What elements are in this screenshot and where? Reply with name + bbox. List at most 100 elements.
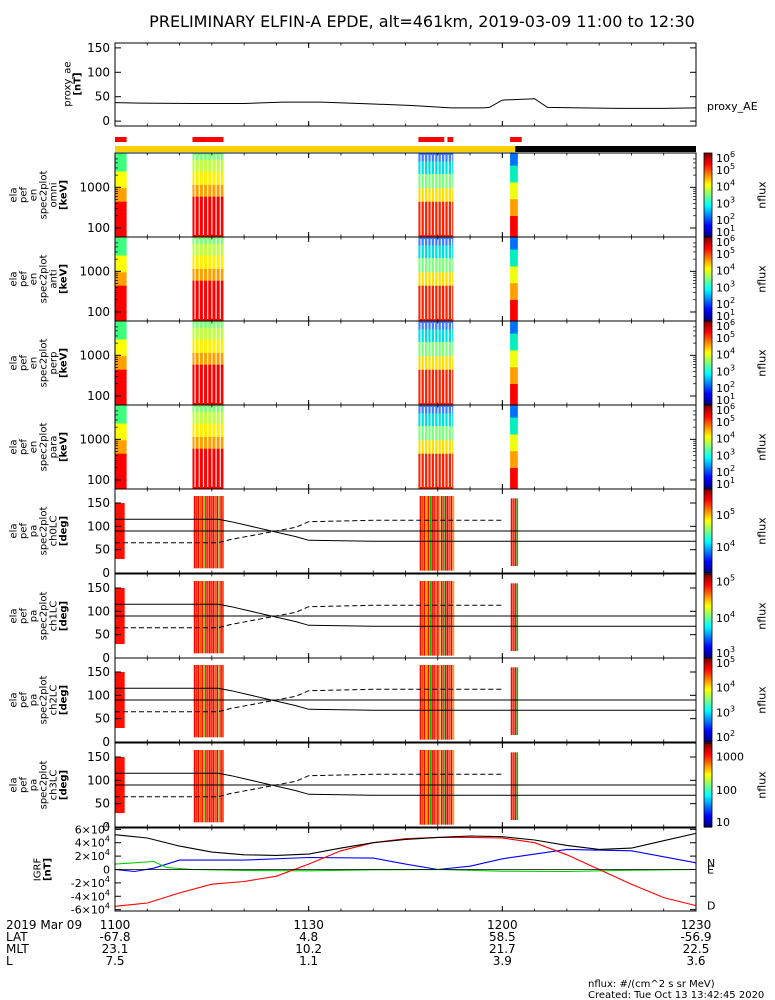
pa-ytick-label: 50 xyxy=(95,712,110,726)
pa-ytick-label: 150 xyxy=(87,496,110,510)
energy-colorbar-tick: 104 xyxy=(716,431,735,446)
pa-data-stripe xyxy=(193,496,196,569)
data-gap xyxy=(219,239,221,319)
energy-ytick-label: 100 xyxy=(87,221,110,235)
ae-ytick-label: 150 xyxy=(87,41,110,55)
spectrogram-fill xyxy=(510,350,518,368)
spectrogram-fill xyxy=(115,171,127,189)
pa-data-stripe xyxy=(423,496,426,571)
energy-ytick-label: 1000 xyxy=(79,180,110,194)
pa-data-stripe xyxy=(207,496,209,569)
spectrogram-fill xyxy=(510,283,518,301)
pa-data-stripe xyxy=(510,752,513,820)
pa-data-stripe xyxy=(435,750,437,825)
igrf-series-label: E xyxy=(707,864,714,877)
pa-data-stripe xyxy=(425,496,428,571)
science-zone-bar xyxy=(115,137,127,142)
svg-text:pef: pef xyxy=(19,439,30,456)
pa-data-stripe xyxy=(212,496,215,569)
pa-data-stripe xyxy=(448,665,451,740)
energy-panel-ylabel: ela pef en spec2plot anti [keV] xyxy=(9,255,70,304)
pa-data-stripe xyxy=(205,496,207,569)
svg-text:ela: ela xyxy=(9,187,20,202)
spectrogram-fill xyxy=(115,405,127,424)
data-gap xyxy=(202,407,205,487)
data-gap xyxy=(434,323,436,403)
pa-data-stripe xyxy=(199,581,202,654)
pa-data-stripe xyxy=(195,496,198,569)
pa-data-stripe xyxy=(203,750,205,823)
energy-panel-ylabel: ela pef en spec2plot omni [keV] xyxy=(9,171,70,220)
svg-text:spec2plot: spec2plot xyxy=(39,507,50,556)
pa-data-stripe xyxy=(512,583,515,651)
pa-data-stripe xyxy=(218,750,220,823)
energy-colorbar-tick: 103 xyxy=(716,195,735,210)
pa-data-stripe xyxy=(216,750,219,823)
pa-data-stripe xyxy=(452,581,455,656)
pa-data-stripe xyxy=(193,581,196,654)
pa-data-stripe xyxy=(425,750,428,825)
svg-text:en: en xyxy=(29,273,40,286)
spectrogram-fill xyxy=(510,434,518,452)
spectrogram-fill xyxy=(115,339,127,357)
science-zone-bar xyxy=(192,137,224,142)
energy-ytick-label: 100 xyxy=(87,305,110,319)
spectrogram-fill xyxy=(115,272,127,287)
svg-text:[deg]: [deg] xyxy=(59,601,70,631)
spectrogram-fill xyxy=(510,182,518,200)
pa-data-stripe xyxy=(429,750,431,825)
igrf-ytick-label: 0 xyxy=(103,864,110,877)
pa-data-stripe xyxy=(222,581,224,654)
svg-text:pef: pef xyxy=(19,187,30,204)
pa-data-stripe xyxy=(208,581,211,654)
pa-colorbar-tick: 103 xyxy=(716,645,735,660)
svg-text:spec2plot: spec2plot xyxy=(39,255,50,304)
igrf-ytick-label: 2×104 xyxy=(75,848,110,863)
ephemeris-row-name: L xyxy=(6,954,13,968)
data-gap xyxy=(420,155,422,235)
ae-ytick-label: 50 xyxy=(95,90,110,104)
pa-data-stripe xyxy=(419,750,422,825)
svg-text:IGRF: IGRF xyxy=(33,858,44,882)
pa-data-stripe xyxy=(201,496,203,569)
pa-data-stripe xyxy=(441,581,443,656)
pa-data-stripe xyxy=(441,496,443,571)
energy-colorbar-tick: 102 xyxy=(716,380,735,395)
ephemeris-value: 21.7 xyxy=(489,942,516,956)
pa-data-stripe xyxy=(214,581,217,654)
data-gap xyxy=(219,323,221,403)
created-timestamp: Created: Tue Oct 13 13:42:45 2020 xyxy=(588,990,764,1000)
ephemeris-value: 1.1 xyxy=(299,954,318,968)
pa-data-stripe xyxy=(220,750,222,823)
energy-colorbar-tick: 101 xyxy=(716,308,735,323)
pa-data-stripe xyxy=(444,750,447,825)
anti-loss-cone-line xyxy=(115,773,503,798)
energy-colorbar-label: nflux xyxy=(756,181,769,209)
pa-data-stripe xyxy=(208,750,211,823)
proxy-ae-legend: proxy_AE xyxy=(707,100,758,113)
pa-data-stripe xyxy=(442,496,445,571)
data-gap xyxy=(451,323,453,403)
energy-colorbar-label: nflux xyxy=(756,265,769,293)
plot-title: PRELIMINARY ELFIN-A EPDE, alt=461km, 201… xyxy=(149,12,695,31)
svg-text:pa: pa xyxy=(29,694,40,706)
pa-data-stripe xyxy=(437,750,439,825)
data-gap xyxy=(211,155,213,235)
data-gap xyxy=(420,407,422,487)
svg-text:[deg]: [deg] xyxy=(59,770,70,800)
igrf-ylabel: IGRF [nT] xyxy=(33,858,54,882)
spectrogram-fill xyxy=(510,384,518,406)
svg-text:en: en xyxy=(29,441,40,454)
pa-data-stripe xyxy=(510,583,513,651)
pa-data-stripe xyxy=(212,665,215,738)
data-gap xyxy=(198,155,200,235)
svg-text:ela: ela xyxy=(9,355,20,370)
anti-loss-cone-line xyxy=(115,519,503,544)
data-gap xyxy=(444,407,446,487)
ephemeris-table: 2019 Mar 09 1100 1130 1200 1230 LAT -67.8 4.8 58… xyxy=(6,918,712,968)
svg-text:ch2LC: ch2LC xyxy=(49,685,60,716)
igrf-ytick-label: -6×104 xyxy=(71,902,110,917)
spectrogram-fill xyxy=(115,255,127,273)
